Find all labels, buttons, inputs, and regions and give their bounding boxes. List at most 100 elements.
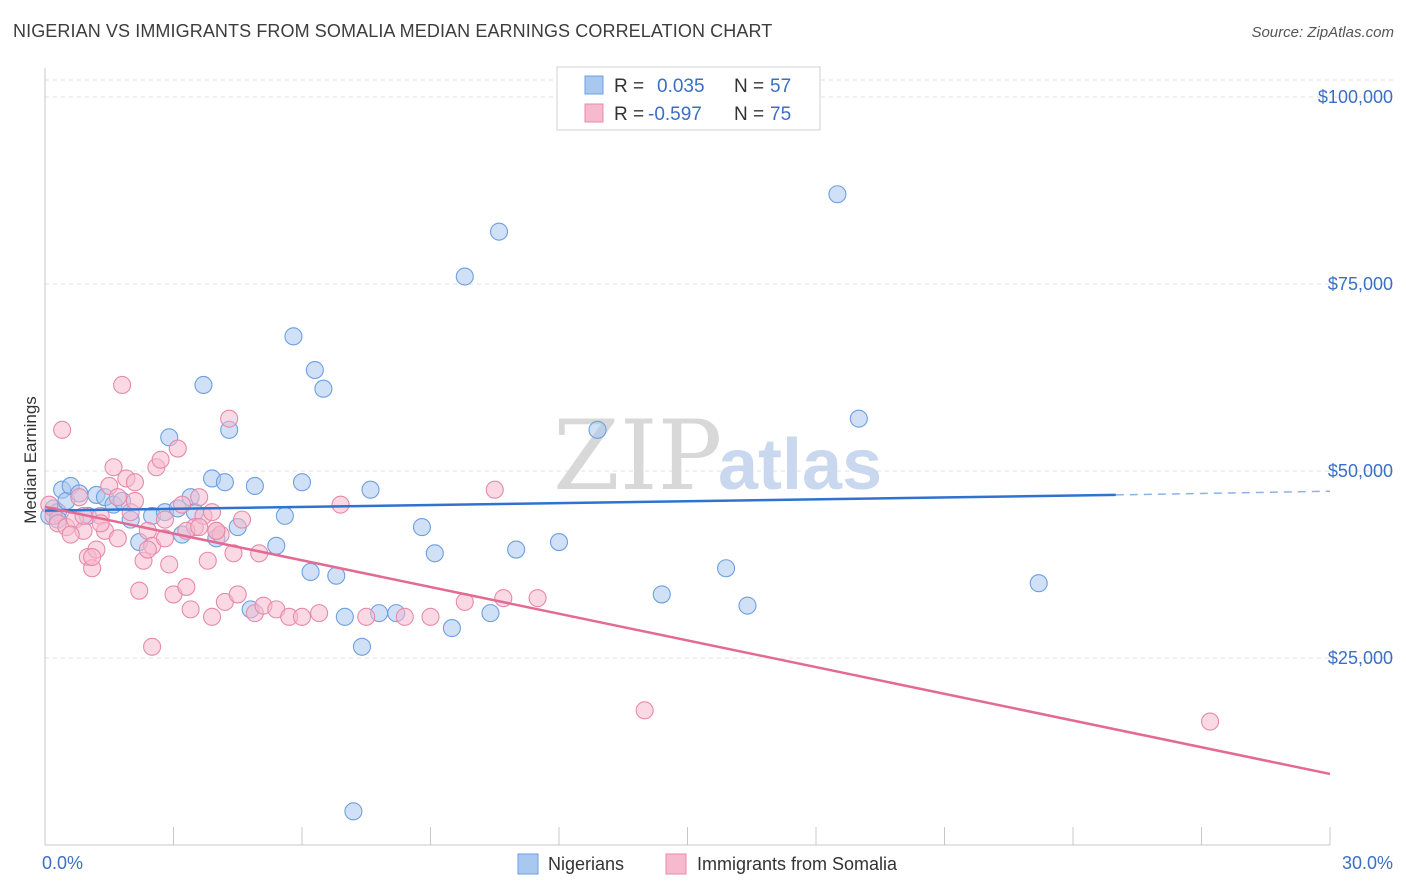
point-nigerians	[245, 476, 264, 496]
legend-r-label: R =	[614, 104, 644, 125]
bottom-legend-label-somalia: Immigrants from Somalia	[697, 854, 898, 874]
point-somalia	[53, 420, 72, 439]
y-axis-label: Median Earnings	[21, 396, 40, 524]
bottom-legend-swatch-nigerians	[517, 853, 539, 875]
point-nigerians	[194, 375, 213, 395]
point-somalia	[485, 480, 504, 499]
chart-title: NIGERIAN VS IMMIGRANTS FROM SOMALIA MEDI…	[13, 21, 773, 41]
axes	[44, 68, 1331, 846]
point-somalia	[143, 637, 162, 656]
point-nigerians	[292, 473, 312, 492]
point-nigerians	[828, 185, 847, 204]
point-nigerians	[588, 420, 607, 439]
point-nigerians	[849, 409, 868, 428]
point-somalia	[1201, 712, 1220, 731]
point-nigerians	[305, 360, 324, 380]
point-somalia	[151, 450, 170, 469]
point-somalia	[61, 525, 80, 544]
legend-swatch-nigerians	[584, 75, 604, 95]
point-somalia	[130, 581, 149, 600]
point-somalia	[104, 458, 123, 477]
point-somalia	[224, 544, 243, 563]
point-somalia	[331, 495, 350, 514]
legend-r-value: 0.035	[657, 76, 705, 97]
point-somalia	[228, 585, 247, 604]
point-somalia	[207, 521, 226, 540]
point-somalia	[113, 375, 132, 395]
point-somalia	[138, 521, 157, 540]
point-nigerians	[215, 473, 234, 492]
point-somalia	[125, 491, 144, 510]
point-somalia	[70, 488, 89, 507]
point-somalia	[190, 518, 209, 537]
y-tick-label: $100,000	[1318, 87, 1393, 107]
point-somalia	[190, 488, 209, 507]
trend-line-somalia	[44, 505, 1331, 776]
point-nigerians	[481, 604, 500, 623]
point-nigerians	[507, 540, 526, 559]
y-tick-label: $75,000	[1328, 274, 1393, 294]
trend-line-nigerians-extension	[1115, 490, 1331, 496]
point-nigerians	[267, 536, 286, 555]
point-nigerians	[335, 607, 354, 626]
point-somalia	[168, 439, 187, 458]
point-somalia	[232, 510, 252, 529]
legend-swatch-somalia	[584, 103, 604, 123]
y-tick-label: $50,000	[1328, 461, 1393, 481]
point-somalia	[125, 473, 144, 492]
point-somalia	[181, 600, 200, 619]
point-somalia	[160, 555, 179, 574]
point-nigerians	[738, 596, 757, 615]
point-somalia	[528, 589, 547, 608]
bottom-legend: Nigerians Immigrants from Somalia	[517, 853, 898, 875]
point-nigerians	[352, 637, 372, 656]
point-somalia	[421, 607, 440, 626]
point-nigerians	[425, 544, 444, 563]
point-nigerians	[314, 379, 333, 398]
legend-n-value: 75	[770, 104, 791, 125]
point-somalia	[83, 547, 102, 567]
point-somalia	[173, 495, 192, 514]
point-nigerians	[361, 480, 380, 499]
legend-n-label: N =	[734, 76, 764, 97]
x-tick-labels: 0.0% 30.0%	[42, 853, 1393, 873]
top-legend: R = 0.035 N = 57 R = -0.597 N = 75	[556, 66, 821, 131]
legend-n-value: 57	[770, 76, 791, 97]
point-nigerians	[549, 533, 569, 552]
point-nigerians	[1029, 574, 1048, 593]
point-somalia	[395, 607, 414, 626]
point-somalia	[155, 529, 174, 548]
point-somalia	[220, 409, 239, 428]
bottom-legend-swatch-somalia	[665, 853, 687, 875]
trend-lines	[44, 490, 1331, 776]
point-nigerians	[716, 559, 736, 578]
source-label: Source: ZipAtlas.com	[1251, 24, 1394, 41]
point-somalia	[155, 510, 174, 529]
point-nigerians	[301, 562, 320, 582]
point-somalia	[108, 529, 127, 548]
watermark-atlas: atlas	[718, 425, 882, 505]
point-somalia	[357, 607, 376, 626]
point-nigerians	[652, 585, 671, 604]
point-somalia	[203, 503, 222, 522]
point-somalia	[138, 540, 157, 559]
point-nigerians	[489, 222, 509, 241]
point-somalia	[177, 577, 196, 596]
legend-r-value: -0.597	[648, 104, 702, 125]
point-nigerians	[284, 327, 303, 346]
point-nigerians	[442, 619, 461, 638]
watermark-zip: ZIP	[553, 400, 722, 512]
point-nigerians	[455, 267, 474, 286]
y-tick-labels: $25,000 $50,000 $75,000 $100,000	[1318, 87, 1393, 668]
point-somalia	[203, 607, 222, 626]
point-somalia	[635, 701, 654, 720]
point-somalia	[292, 607, 312, 626]
data-points	[40, 185, 1220, 821]
x-tick-label: 0.0%	[42, 853, 83, 873]
point-somalia	[198, 551, 217, 570]
legend-r-label: R =	[614, 76, 644, 97]
bottom-legend-label-nigerians: Nigerians	[548, 854, 624, 874]
y-tick-label: $25,000	[1328, 648, 1393, 668]
trend-line-nigerians	[44, 493, 1116, 512]
